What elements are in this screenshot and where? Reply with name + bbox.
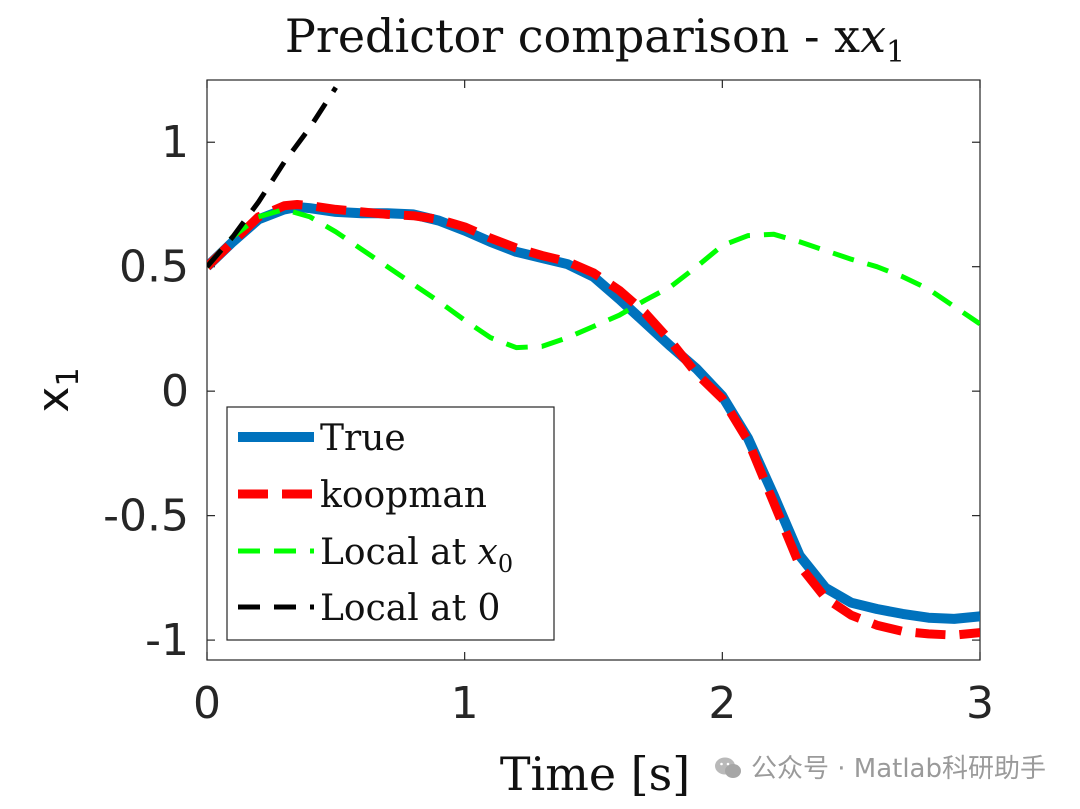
y-tick-label: 0 [161, 366, 189, 417]
legend-label: koopman [320, 475, 487, 516]
y-tick-label: 1 [161, 117, 189, 168]
x-tick-label: 1 [451, 678, 479, 729]
y-tick-label: -0.5 [103, 491, 189, 542]
x-tick-label: 3 [966, 678, 994, 729]
legend: True koopman Local at x0 Local at 0 [226, 406, 555, 641]
legend-label: Local at x0 [320, 532, 513, 578]
y-axis-label: x1 [28, 367, 86, 412]
series-line-local-at-0 [207, 86, 338, 269]
watermark: 公众号 · Matlab科研助手 [713, 748, 1046, 785]
legend-label: True [320, 418, 406, 459]
x-axis-label: Time [s] [500, 747, 690, 801]
legend-box [226, 406, 555, 641]
wechat-icon [714, 757, 741, 778]
x-tick-label: 2 [708, 678, 736, 729]
series-line-local-at-x [207, 206, 980, 351]
y-tick-label: -1 [145, 615, 189, 666]
axis-tick-labels: 0 1 2 3 -1 -0.5 0 0.5 1 [103, 117, 994, 729]
chart-title: Predictor comparison - xx1 [285, 9, 905, 70]
watermark-text: 公众号 · Matlab科研助手 [750, 754, 1046, 784]
legend-label: Local at 0 [320, 588, 500, 629]
series-line-koopman [207, 200, 980, 640]
y-tick-label: 0.5 [119, 242, 189, 293]
series-lines [207, 86, 980, 640]
x-tick-label: 0 [193, 678, 221, 729]
